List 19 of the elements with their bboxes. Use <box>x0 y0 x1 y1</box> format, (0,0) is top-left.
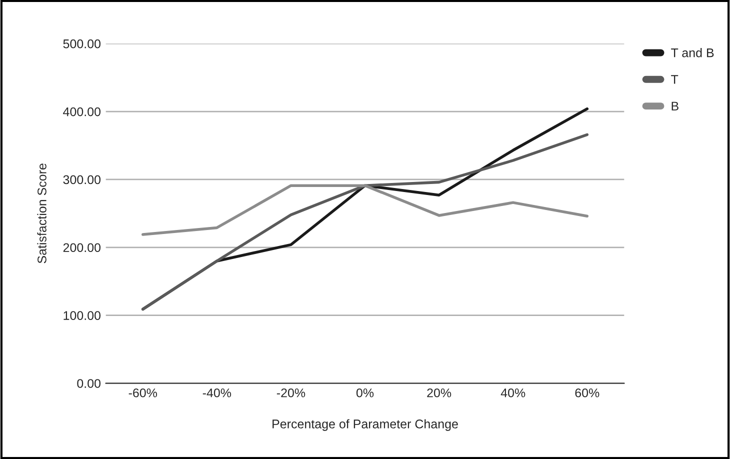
x-tick-label: 60% <box>575 388 600 398</box>
y-tick-label: 0.00 <box>77 379 100 388</box>
y-axis-title: Satisfaction Score <box>37 164 46 264</box>
y-tick-label: 400.00 <box>63 107 101 116</box>
y-tick-label: 300.00 <box>63 175 101 184</box>
line-series <box>141 184 589 236</box>
legend-label: T and B <box>671 48 714 58</box>
legend-label: T <box>671 75 678 84</box>
y-tick-label: 100.00 <box>64 311 101 320</box>
x-axis-title: Percentage of Parameter Change <box>272 419 458 431</box>
x-tick-label: 0% <box>356 388 374 398</box>
x-tick-label: -20% <box>276 388 306 398</box>
legend-label: B <box>672 102 678 110</box>
x-tick-label: 20% <box>427 388 452 398</box>
y-tick-label: 200.00 <box>63 243 101 252</box>
y-tick-label: 500.00 <box>63 39 101 48</box>
x-tick-label: 40% <box>500 388 526 398</box>
x-tick-label: -40% <box>202 388 232 398</box>
x-tick-label: -60% <box>128 388 158 398</box>
